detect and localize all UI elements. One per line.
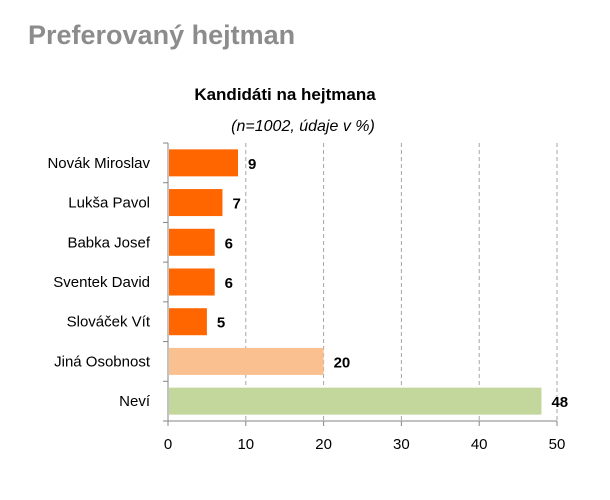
bar [169, 308, 207, 336]
category-label: Babka Josef [67, 234, 150, 251]
x-tick-label: 20 [315, 436, 332, 453]
bar [169, 268, 215, 296]
data-label: 7 [232, 196, 240, 213]
category-label: Neví [119, 393, 151, 410]
data-label: 48 [551, 394, 568, 411]
bar [169, 189, 223, 217]
x-tick-label: 10 [237, 436, 254, 453]
slide-title: Preferovaný hejtman [28, 20, 296, 50]
category-label: Slováček Vít [67, 314, 151, 331]
x-tick-label: 50 [549, 436, 566, 453]
chart-title: Kandidáti na hejtmana [194, 85, 376, 104]
bar [169, 149, 239, 177]
data-label: 6 [225, 275, 233, 292]
x-tick-label: 40 [471, 436, 488, 453]
bar [169, 228, 215, 256]
x-tick-label: 30 [393, 436, 410, 453]
data-label: 5 [217, 315, 225, 332]
category-label: Novák Miroslav [47, 155, 150, 172]
bar [169, 347, 324, 375]
bar [169, 387, 542, 415]
category-label: Lukša Pavol [68, 195, 150, 212]
data-label: 9 [248, 156, 256, 173]
category-label: Jiná Osobnost [54, 353, 151, 370]
category-label: Sventek David [53, 274, 150, 291]
x-tick-label: 0 [164, 436, 172, 453]
data-label: 6 [225, 235, 233, 252]
data-label: 20 [334, 354, 351, 371]
chart-subtitle: (n=1002, údaje v %) [231, 118, 375, 135]
